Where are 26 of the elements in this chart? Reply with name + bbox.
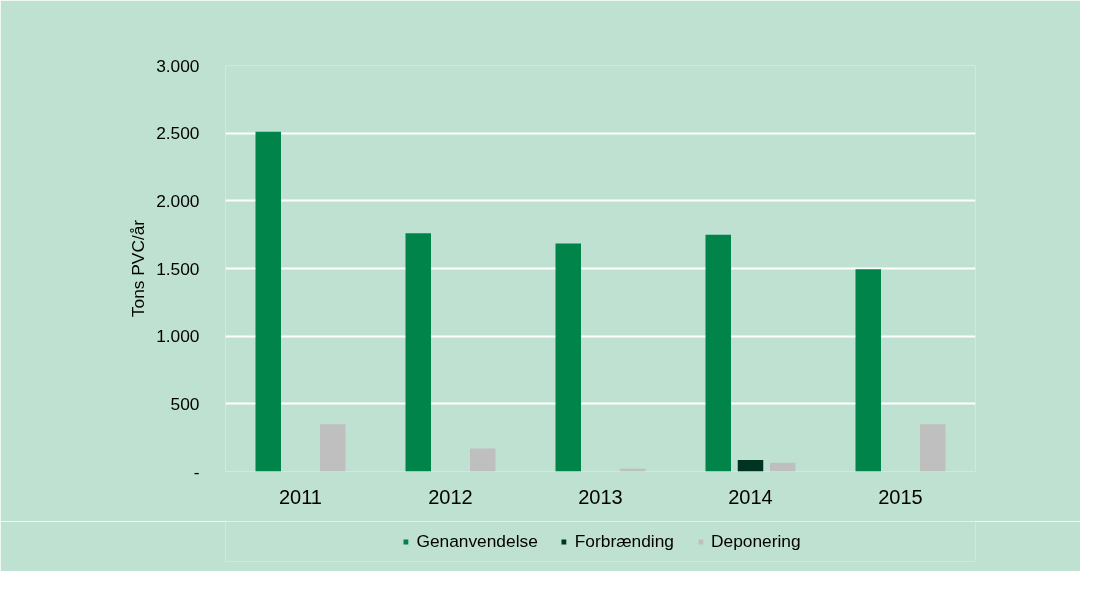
x-tick-label: 2013 (578, 485, 623, 508)
y-tick-label: 2.000 (156, 190, 200, 211)
bar (737, 460, 764, 472)
bar (320, 424, 346, 472)
y-tick-label: 3.000 (156, 55, 200, 76)
y-tick-label: 500 (170, 393, 200, 414)
legend-label: Forbrænding (574, 530, 675, 552)
bar (920, 424, 946, 472)
bar (705, 234, 731, 472)
y-tick-label: - (193, 461, 200, 482)
x-tick-label: 2015 (878, 485, 923, 508)
bar (855, 269, 881, 472)
y-tick-label: 2.500 (156, 123, 200, 144)
bar (770, 462, 796, 472)
legend-label: Deponering (711, 530, 801, 552)
bar (555, 243, 581, 472)
bar (470, 448, 496, 472)
x-tick-label: 2014 (728, 485, 773, 508)
y-tick-label: 1.000 (156, 326, 200, 347)
x-tick-label: 2012 (428, 485, 473, 508)
bar (405, 233, 431, 472)
bar (255, 131, 281, 472)
y-tick-label: 1.500 (156, 258, 200, 279)
legend-label: Genanvendelse (416, 530, 538, 552)
x-tick-label: 2011 (279, 485, 323, 508)
y-axis-title: Tons PVC/år (128, 219, 149, 318)
